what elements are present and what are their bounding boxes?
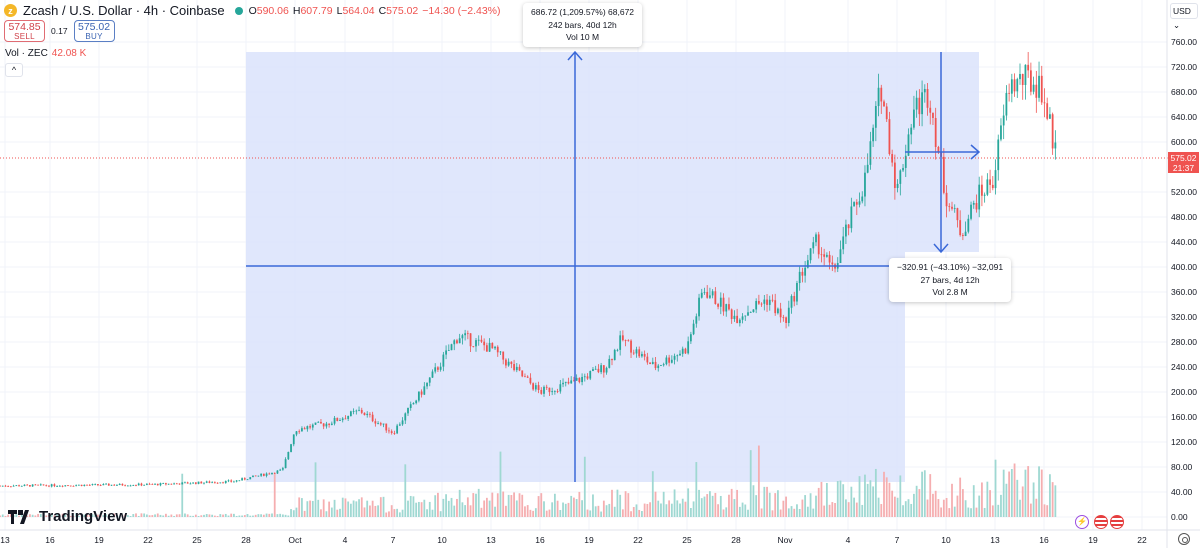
measure-volume: Vol 2.8 M — [932, 287, 968, 297]
tradingview-logo[interactable]: TradingView — [8, 508, 127, 525]
currency-selector[interactable]: USD ⌄ — [1170, 3, 1198, 30]
open-value: 590.06 — [256, 4, 289, 17]
price-tick: 680.00 — [1171, 87, 1197, 97]
collapse-legend-button[interactable]: ^ — [5, 63, 23, 77]
close-value: 575.02 — [386, 4, 419, 17]
time-tick: 10 — [437, 535, 447, 545]
time-tick: 22 — [633, 535, 643, 545]
measure-tooltip-1: 686.72 (1,209.57%) 68,672 242 bars, 40d … — [523, 3, 643, 47]
symbol-title[interactable]: Zcash / U.S. Dollar · 4h · Coinbase — [23, 3, 225, 18]
time-tick: 13 — [990, 535, 1000, 545]
time-tick: 7 — [390, 535, 396, 545]
close-label: C — [378, 4, 387, 17]
time-tick: 16 — [535, 535, 545, 545]
time-tick: 16 — [1039, 535, 1049, 545]
time-tick: 13 — [0, 535, 10, 545]
volume-value: 42.08 K — [51, 48, 87, 59]
tradingview-logo-icon — [8, 509, 29, 524]
volume-bars — [0, 445, 1057, 517]
price-tick: 280.00 — [1171, 337, 1197, 347]
event-flash-icon[interactable]: ⚡ — [1075, 515, 1089, 529]
price-tick: 0.00 — [1171, 512, 1188, 522]
price-tick: 760.00 — [1171, 37, 1197, 47]
time-tick: 22 — [143, 535, 153, 545]
volume-label: Vol · ZEC — [5, 48, 48, 59]
price-tick: 600.00 — [1171, 137, 1197, 147]
low-label: L — [336, 4, 343, 17]
measure-arrows-1 — [246, 50, 905, 482]
time-tick: 25 — [682, 535, 692, 545]
change-value: −14.30 (−2.43%) — [422, 4, 501, 17]
last-price: 575.02 — [1170, 153, 1197, 163]
open-label: O — [248, 4, 257, 17]
measure-arrows-2 — [905, 52, 981, 254]
price-tick: 240.00 — [1171, 362, 1197, 372]
buy-button[interactable]: 575.02 BUY — [73, 20, 115, 42]
sell-price: 574.85 — [8, 21, 41, 33]
measure-tooltip-2: −320.91 (−43.10%) −32,091 27 bars, 4d 12… — [889, 258, 1012, 302]
time-tick: 7 — [894, 535, 900, 545]
price-tick: 120.00 — [1171, 437, 1197, 447]
time-tick: 10 — [941, 535, 951, 545]
measure-bars: 27 bars, 4d 12h — [920, 274, 980, 285]
measure-bars: 242 bars, 40d 12h — [548, 19, 617, 30]
price-tick: 520.00 — [1171, 187, 1197, 197]
us-event-flag-icon[interactable] — [1110, 515, 1124, 529]
time-tick: 4 — [845, 535, 851, 545]
time-tick: 16 — [45, 535, 55, 545]
time-tick: 19 — [584, 535, 594, 545]
buy-price: 575.02 — [77, 21, 111, 33]
time-tick: Nov — [777, 535, 793, 545]
time-tick: Oct — [288, 535, 302, 545]
time-tick: 22 — [1137, 535, 1147, 545]
price-tick: 200.00 — [1171, 387, 1197, 397]
measure-change: 686.72 (1,209.57%) 68,672 — [531, 7, 635, 17]
bar-countdown: 21:37 — [1172, 163, 1195, 173]
zcash-coin-icon: z — [4, 4, 17, 17]
time-tick: 13 — [486, 535, 496, 545]
trade-panel: 574.85 SELL 0.17 575.02 BUY — [4, 20, 115, 42]
sell-label: SELL — [14, 32, 35, 41]
price-tick: 320.00 — [1171, 312, 1197, 322]
spread-value: 0.17 — [51, 26, 68, 36]
price-tick: 640.00 — [1171, 112, 1197, 122]
us-event-flag-icon[interactable] — [1094, 515, 1108, 529]
high-value: 607.79 — [300, 4, 333, 17]
time-tick: 4 — [342, 535, 348, 545]
ohlc-values: O590.06 H607.79 L564.04 C575.02 −14.30 (… — [249, 5, 501, 17]
price-tick: 480.00 — [1171, 212, 1197, 222]
sell-button[interactable]: 574.85 SELL — [4, 20, 45, 42]
volume-legend[interactable]: Vol · ZEC 42.08 K — [5, 48, 86, 59]
market-open-icon — [234, 6, 243, 15]
price-tick: 160.00 — [1171, 412, 1197, 422]
symbol-header: z Zcash / U.S. Dollar · 4h · Coinbase O5… — [4, 3, 501, 18]
price-tick: 720.00 — [1171, 62, 1197, 72]
settings-icon[interactable] — [1178, 533, 1190, 545]
candlesticks — [0, 52, 1057, 488]
high-label: H — [292, 4, 301, 17]
low-value: 564.04 — [342, 4, 375, 17]
price-tick: 80.00 — [1171, 462, 1193, 472]
logo-text: TradingView — [39, 508, 128, 525]
price-tick: 400.00 — [1171, 262, 1197, 272]
measure-volume: Vol 10 M — [565, 32, 600, 42]
price-tick: 440.00 — [1171, 237, 1197, 247]
price-tick: 40.00 — [1171, 487, 1193, 497]
time-tick: 25 — [192, 535, 202, 545]
last-price-tag: 575.02 21:37 — [1168, 152, 1199, 173]
price-tick: 360.00 — [1171, 287, 1197, 297]
measure-change: −320.91 (−43.10%) −32,091 — [897, 262, 1004, 272]
time-tick: 28 — [241, 535, 251, 545]
buy-label: BUY — [85, 32, 103, 41]
time-tick: 19 — [1088, 535, 1098, 545]
time-tick: 19 — [94, 535, 104, 545]
time-tick: 28 — [731, 535, 741, 545]
